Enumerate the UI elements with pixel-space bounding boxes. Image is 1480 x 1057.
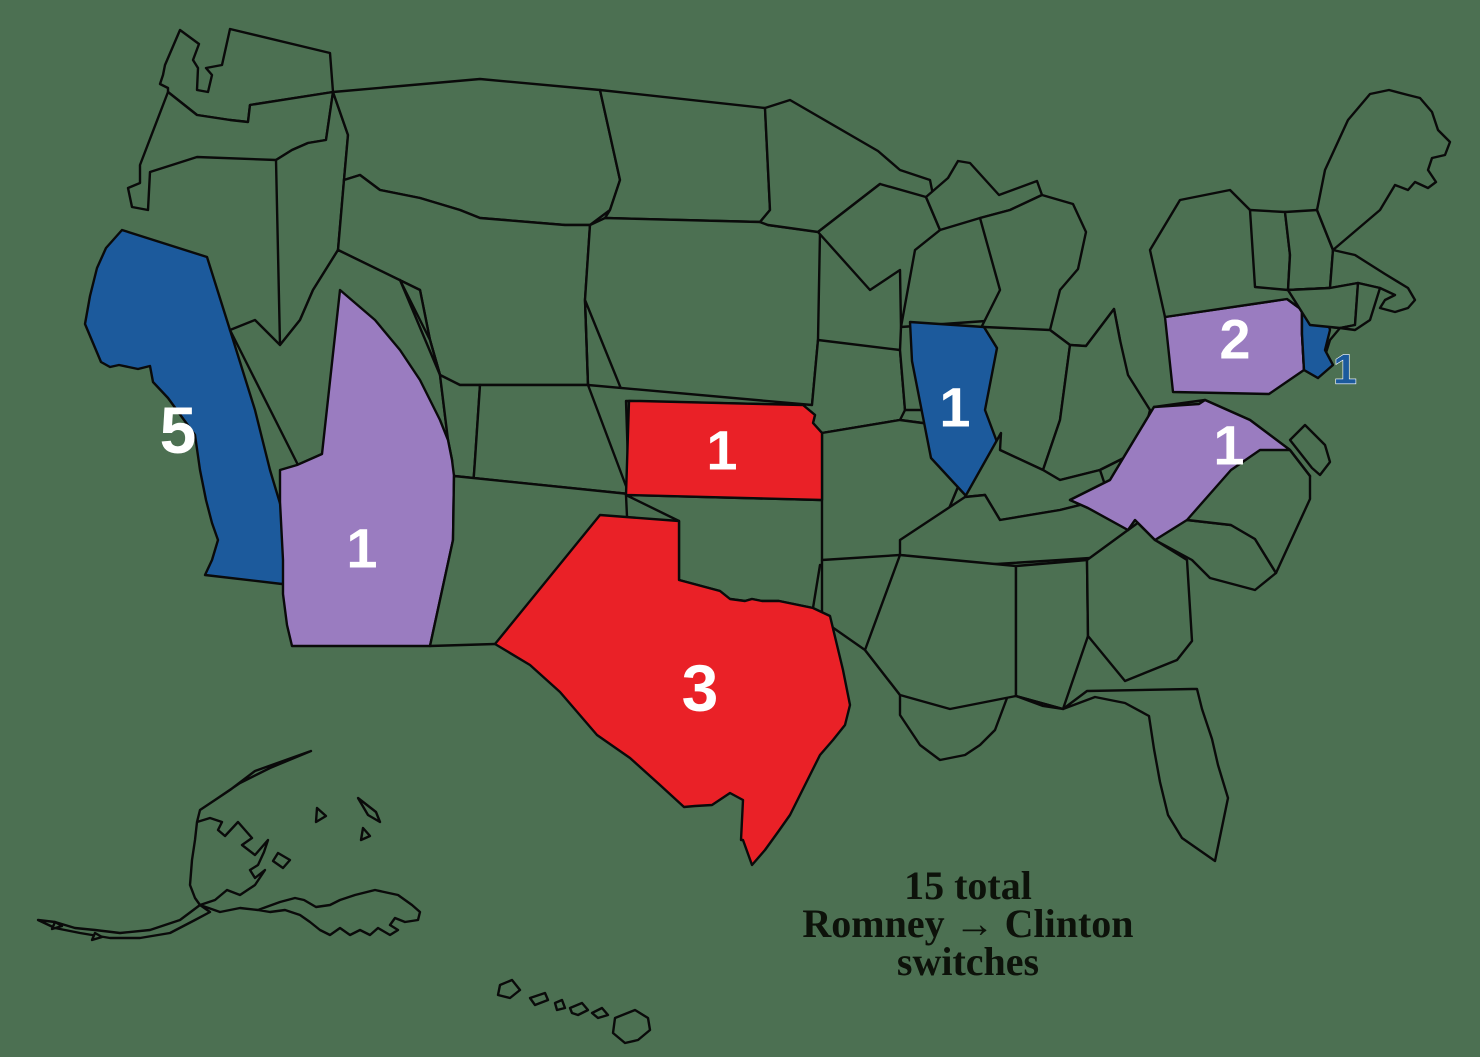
svg-text:2: 2 xyxy=(1219,308,1250,371)
svg-text:5: 5 xyxy=(160,393,197,467)
svg-text:1: 1 xyxy=(1333,346,1356,393)
svg-text:1: 1 xyxy=(346,517,377,580)
svg-text:switches: switches xyxy=(897,939,1039,984)
svg-text:1: 1 xyxy=(706,419,737,482)
svg-text:1: 1 xyxy=(939,376,970,439)
svg-text:3: 3 xyxy=(682,651,719,725)
svg-text:1: 1 xyxy=(1213,414,1244,477)
